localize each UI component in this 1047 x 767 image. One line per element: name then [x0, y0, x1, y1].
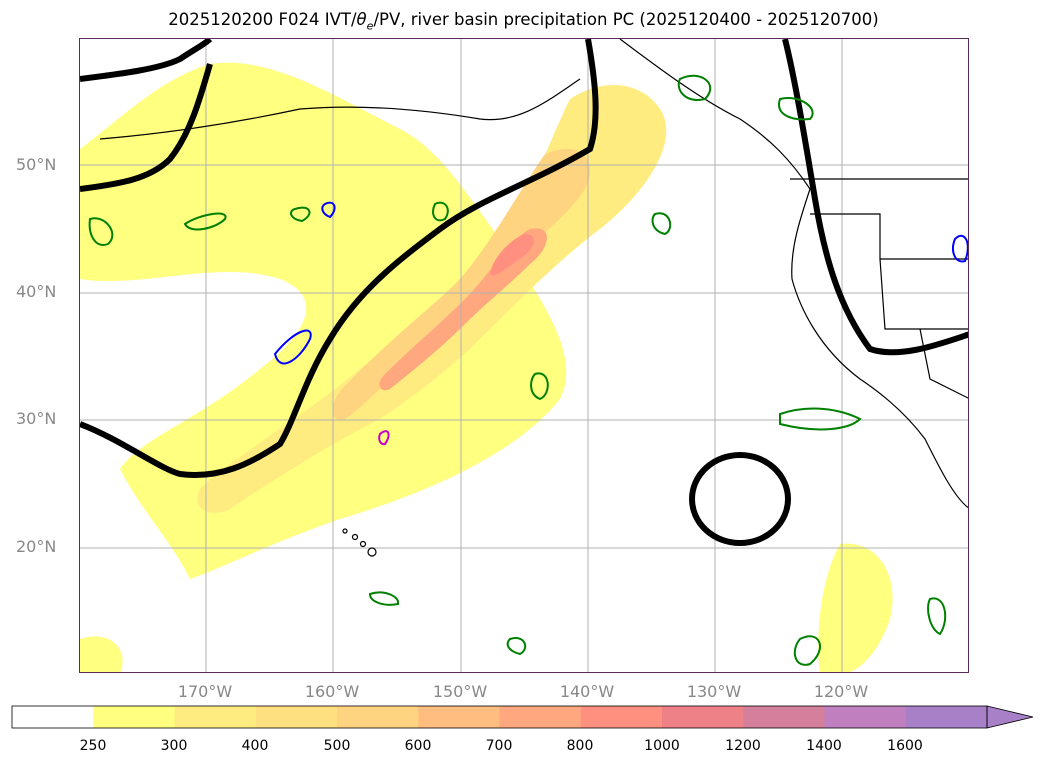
lat-label-40: 40°N: [16, 282, 57, 301]
colorbar-cell: [662, 706, 744, 728]
lon-label-150w: 150°W: [432, 682, 488, 701]
colorbar-tick: 1000: [644, 738, 680, 754]
colorbar-cell: [174, 706, 257, 728]
colorbar-outline: [11, 705, 988, 729]
ivt-shading: [80, 62, 893, 672]
colorbar-tick: 1400: [806, 738, 842, 754]
colorbar-cell: [824, 706, 907, 728]
colorbar-extend-arrow: [986, 705, 1034, 729]
colorbar-cell: [905, 706, 988, 728]
colorbar-cell: [255, 706, 338, 728]
colorbar: [11, 705, 1034, 729]
colorbar-tick: 250: [79, 738, 107, 754]
colorbar-tick: 600: [404, 738, 432, 754]
lon-label-130w: 130°W: [686, 682, 742, 701]
colorbar-tick: 400: [241, 738, 269, 754]
colorbar-cells: [12, 706, 988, 728]
colorbar-tick: 700: [485, 738, 513, 754]
pv-contours: [88, 74, 968, 666]
colorbar-cell: [93, 706, 175, 728]
colorbar-tick: 300: [160, 738, 188, 754]
lat-label-30: 30°N: [16, 409, 57, 428]
colorbar-tick: 1600: [887, 738, 923, 754]
chart-title: 2025120200 F024 IVT/θe/PV, river basin p…: [168, 10, 879, 33]
colorbar-cell: [418, 706, 500, 728]
map-svg: [80, 39, 968, 672]
colorbar-tick: 800: [566, 738, 594, 754]
colorbar-cell: [499, 706, 582, 728]
lon-label-170w: 170°W: [177, 682, 233, 701]
lon-label-140w: 140°W: [559, 682, 615, 701]
lat-label-50: 50°N: [16, 155, 57, 174]
colorbar-tick: 1200: [725, 738, 761, 754]
colorbar-cell: [580, 706, 663, 728]
lon-label-160w: 160°W: [304, 682, 360, 701]
colorbar-cell: [743, 706, 825, 728]
colorbar-cell: [12, 706, 94, 728]
graticule: [80, 39, 968, 672]
lon-label-120w: 120°W: [813, 682, 869, 701]
map-panel[interactable]: [79, 38, 969, 673]
lat-label-20: 20°N: [16, 537, 57, 556]
colorbar-cell: [337, 706, 419, 728]
colorbar-tick: 500: [323, 738, 351, 754]
theta-e-contours: [80, 39, 968, 546]
